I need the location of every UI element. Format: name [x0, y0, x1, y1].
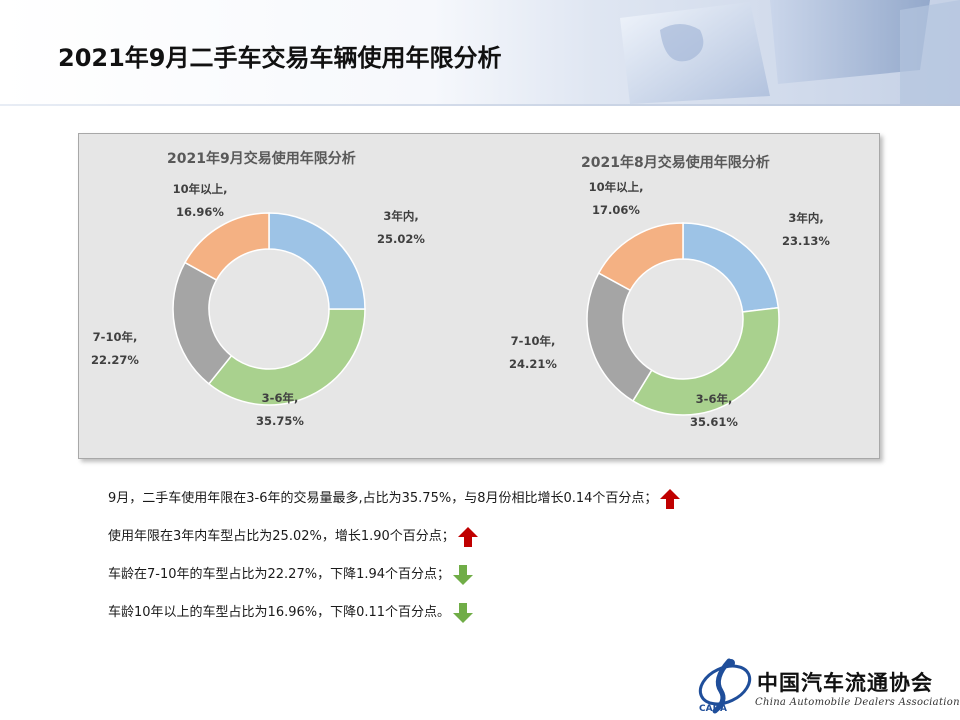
page-title: 2021年9月二手车交易车辆使用年限分析: [58, 44, 502, 72]
donut-chart-september: 2021年9月交易使用年限分析 3年内, 25.02% 3-6年, 35.75% 7-1…: [91, 150, 425, 428]
donut-slice: [207, 308, 366, 406]
chart-title: 2021年9月交易使用年限分析: [167, 150, 356, 167]
slice-value-label: 17.06%: [592, 203, 640, 217]
association-logo: CADA 中国汽车流通协会 China Automobile Dealers A…: [695, 655, 960, 715]
logo-name-cn: 中国汽车流通协会: [757, 670, 933, 695]
red-up-arrow-icon: [457, 527, 478, 547]
header-divider: [0, 104, 960, 106]
slice-value-label: 35.61%: [690, 415, 738, 429]
slice-category-label: 3年内,: [788, 211, 823, 225]
slice-value-label: 25.02%: [377, 232, 425, 246]
note-item: 车龄在7-10年的车型占比为22.27%，下降1.94个百分点；: [108, 561, 868, 599]
slice-value-label: 24.21%: [509, 357, 557, 371]
notes-list: 9月，二手车使用年限在3-6年的交易量最多,占比为35.75%，与8月份相比增长…: [108, 485, 868, 637]
slice-value-label: 22.27%: [91, 353, 139, 367]
note-item: 使用年限在3年内车型占比为25.02%，增长1.90个百分点；: [108, 523, 868, 561]
donut-slice: [172, 261, 233, 385]
donut-slice: [597, 222, 684, 292]
note-text: 车龄在7-10年的车型占比为22.27%，下降1.94个百分点；: [108, 567, 451, 582]
green-down-arrow-icon: [453, 603, 474, 623]
header-cubes-decoration: [620, 0, 960, 104]
donut-charts: 2021年9月交易使用年限分析 3年内, 25.02% 3-6年, 35.75% 7-1…: [91, 150, 830, 429]
note-text: 使用年限在3年内车型占比为25.02%，增长1.90个百分点；: [108, 529, 455, 544]
green-down-arrow-icon: [453, 565, 474, 585]
note-item: 车龄10年以上的车型占比为16.96%，下降0.11个百分点。: [108, 599, 868, 637]
donut-chart-august: 2021年8月交易使用年限分析 3年内, 23.13% 3-6年, 35.61% 7-1…: [509, 154, 830, 429]
header-banner: [0, 0, 960, 104]
slice-category-label: 10年以上,: [173, 182, 228, 196]
red-up-arrow-icon: [660, 489, 681, 509]
note-text: 车龄10年以上的车型占比为16.96%，下降0.11个百分点。: [108, 605, 451, 620]
charts-panel: 2021年9月交易使用年限分析 3年内, 25.02% 3-6年, 35.75% 7-1…: [78, 133, 880, 459]
slice-value-label: 35.75%: [256, 414, 304, 428]
slice-category-label: 3-6年,: [262, 391, 299, 405]
slice-category-label: 7-10年,: [93, 330, 138, 344]
chart-title: 2021年8月交易使用年限分析: [581, 154, 770, 171]
slice-category-label: 3-6年,: [696, 392, 733, 406]
slice-value-label: 23.13%: [782, 234, 830, 248]
donut-slice: [183, 212, 270, 281]
slice-value-label: 16.96%: [176, 205, 224, 219]
logo-name-en: China Automobile Dealers Association: [755, 697, 960, 708]
donut-slice: [586, 272, 653, 402]
donut-slice: [268, 212, 366, 310]
slice-category-label: 10年以上,: [589, 180, 644, 194]
note-item: 9月，二手车使用年限在3-6年的交易量最多,占比为35.75%，与8月份相比增长…: [108, 485, 868, 523]
donut-slice: [682, 222, 780, 313]
donut-slice: [631, 306, 780, 416]
slice-category-label: 3年内,: [383, 209, 418, 223]
note-text: 9月，二手车使用年限在3-6年的交易量最多,占比为35.75%，与8月份相比增长…: [108, 491, 658, 506]
cada-logo-mark: CADA: [698, 658, 752, 714]
logo-mark-text: CADA: [699, 704, 727, 714]
slice-category-label: 7-10年,: [511, 334, 556, 348]
